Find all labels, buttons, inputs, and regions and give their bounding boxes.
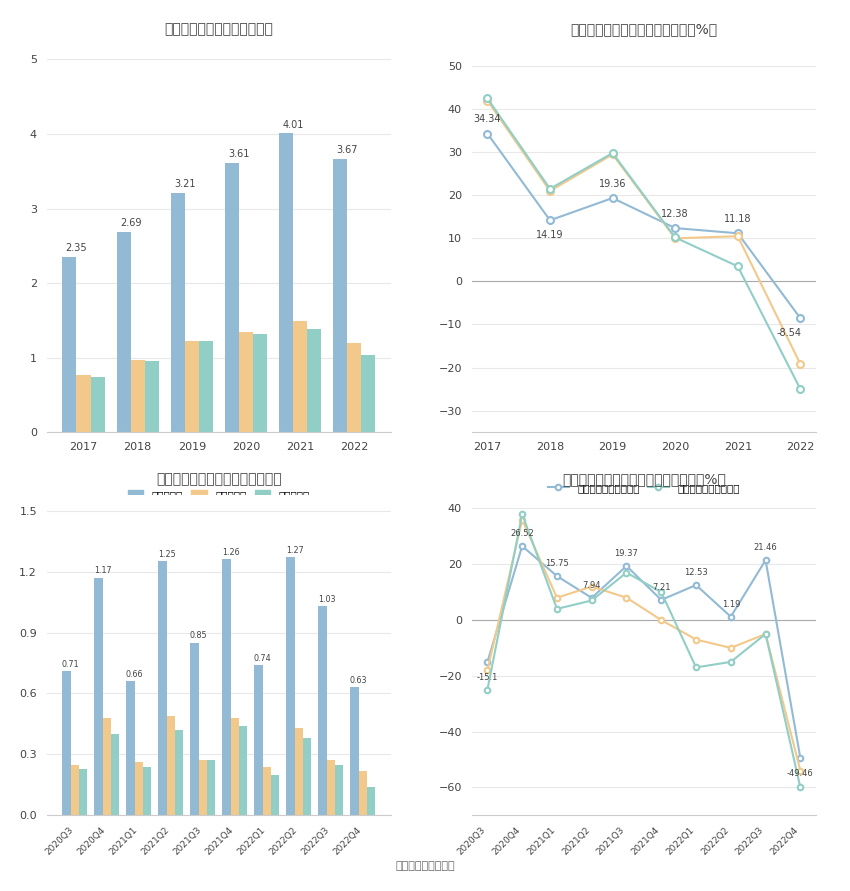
Bar [253, 334, 267, 432]
Bar [103, 718, 111, 815]
Bar [333, 159, 347, 432]
Text: 1.17: 1.17 [94, 567, 111, 576]
Bar [350, 687, 359, 815]
Bar [207, 760, 215, 815]
Bar [158, 561, 167, 815]
Bar [254, 665, 263, 815]
Legend: 营业总收入同比增长率, 归母净利润同比增长率, 扣非净利润同比增长率: 营业总收入同比增长率, 归母净利润同比增长率, 扣非净利润同比增长率 [544, 889, 744, 891]
Text: 1.26: 1.26 [222, 548, 240, 557]
Legend: 营业总收入同比增长率, 归母净利润同比增长率, 扣非净利润同比增长率: 营业总收入同比增长率, 归母净利润同比增长率, 扣非净利润同比增长率 [544, 478, 744, 512]
Text: 3.21: 3.21 [174, 179, 196, 189]
Bar [230, 718, 239, 815]
Text: 12.38: 12.38 [661, 209, 689, 219]
Bar [271, 774, 280, 815]
Text: 1.27: 1.27 [286, 546, 303, 555]
Bar [326, 760, 335, 815]
Bar [303, 738, 311, 815]
Bar [62, 257, 76, 432]
Text: 15.75: 15.75 [545, 560, 569, 568]
Bar [184, 341, 199, 432]
Bar [293, 321, 307, 432]
Bar [239, 726, 247, 815]
Text: 0.66: 0.66 [126, 670, 144, 679]
Bar [144, 361, 159, 432]
Bar [307, 330, 321, 432]
Title: 营收、净利季度变动情况（亿元）: 营收、净利季度变动情况（亿元） [156, 472, 281, 486]
Bar [111, 734, 119, 815]
Text: 3.61: 3.61 [228, 150, 250, 159]
Text: 19.37: 19.37 [615, 549, 638, 559]
Bar [263, 766, 271, 815]
Text: -49.46: -49.46 [787, 769, 813, 778]
Text: 2.69: 2.69 [120, 218, 141, 228]
Text: 19.36: 19.36 [599, 179, 626, 189]
Bar [359, 771, 367, 815]
Text: 3.67: 3.67 [337, 145, 358, 155]
Text: 14.19: 14.19 [536, 231, 564, 241]
Text: 1.03: 1.03 [318, 594, 336, 604]
Legend: 营业总收入, 归母净利润, 扣非净利润: 营业总收入, 归母净利润, 扣非净利润 [123, 486, 314, 504]
Text: 数据来源：恒生聚源: 数据来源：恒生聚源 [395, 861, 455, 871]
Text: -15.1: -15.1 [477, 674, 498, 683]
Bar [361, 355, 376, 432]
Text: 1.19: 1.19 [722, 600, 740, 609]
Bar [71, 764, 79, 815]
Bar [175, 730, 184, 815]
Text: 1.25: 1.25 [158, 550, 176, 559]
Bar [79, 769, 88, 815]
Bar [127, 682, 134, 815]
Text: 34.34: 34.34 [473, 114, 502, 125]
Bar [335, 764, 343, 815]
Title: 营收、净利同比增长率季度变动情况（%）: 营收、净利同比增长率季度变动情况（%） [562, 472, 726, 486]
Bar [367, 787, 376, 815]
Text: 12.53: 12.53 [684, 568, 708, 577]
Bar [225, 163, 239, 432]
Bar [171, 192, 184, 432]
Text: 0.71: 0.71 [62, 659, 80, 668]
Text: 2.35: 2.35 [65, 243, 88, 253]
Bar [76, 375, 91, 432]
Bar [347, 343, 361, 432]
Bar [286, 558, 295, 815]
Bar [62, 671, 71, 815]
Bar [94, 577, 103, 815]
Title: 历年营收、净利同比增长率情况（%）: 历年营收、净利同比增长率情况（%） [570, 22, 717, 37]
Text: 11.18: 11.18 [724, 214, 751, 225]
Bar [91, 377, 105, 432]
Text: 26.52: 26.52 [510, 529, 534, 538]
Bar [239, 331, 253, 432]
Bar [295, 728, 303, 815]
Legend: 营业总收入, 归母净利润, 扣非净利润: 营业总收入, 归母净利润, 扣非净利润 [123, 888, 314, 891]
Text: 21.46: 21.46 [754, 544, 778, 552]
Title: 历年营收、净利情况（亿元）: 历年营收、净利情况（亿元） [164, 22, 274, 37]
Text: 4.01: 4.01 [282, 119, 303, 129]
Text: 0.63: 0.63 [350, 676, 367, 685]
Text: -8.54: -8.54 [777, 328, 802, 339]
Bar [279, 134, 293, 432]
Text: 0.85: 0.85 [190, 631, 207, 641]
Bar [167, 715, 175, 815]
Bar [134, 763, 143, 815]
Bar [223, 560, 230, 815]
Bar [319, 606, 326, 815]
Bar [199, 341, 212, 432]
Text: 7.21: 7.21 [652, 584, 671, 593]
Text: 7.94: 7.94 [582, 581, 601, 590]
Bar [199, 760, 207, 815]
Text: 0.74: 0.74 [254, 654, 271, 663]
Bar [143, 766, 151, 815]
Bar [190, 642, 199, 815]
Bar [131, 360, 145, 432]
Bar [116, 232, 131, 432]
